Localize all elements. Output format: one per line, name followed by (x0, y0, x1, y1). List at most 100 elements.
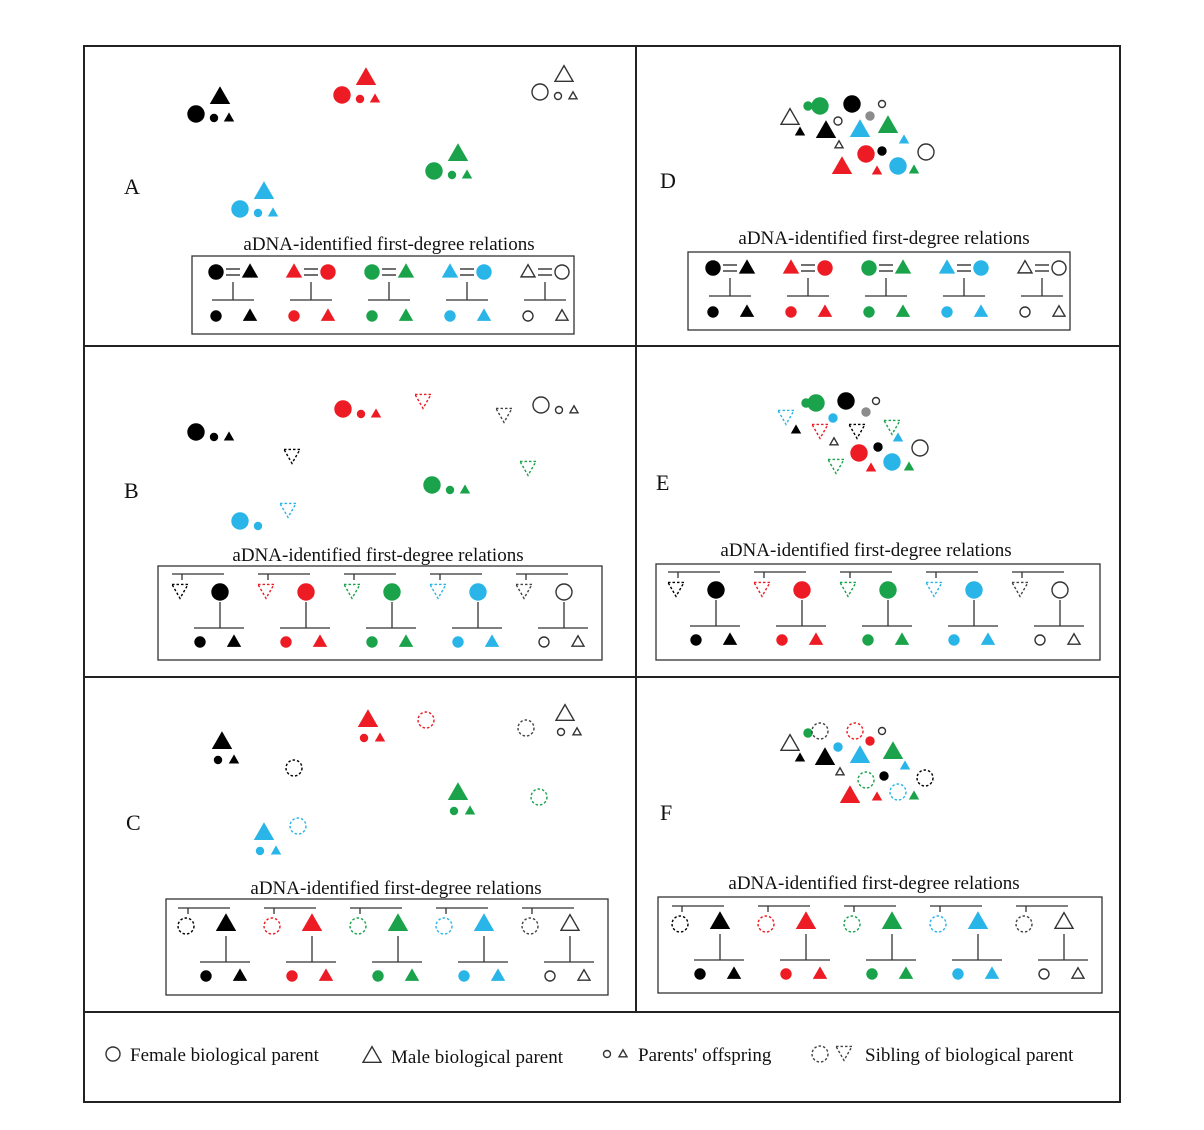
cluster-d-open-0 (779, 107, 801, 125)
cluster-a-red-daughter (355, 94, 365, 104)
cluster-e-blue-5 (828, 413, 838, 423)
ped-f-open-sibling (1015, 915, 1033, 933)
cluster-f-black-15 (916, 769, 934, 787)
cluster-a-green-father (447, 143, 469, 161)
cluster-c-open-father (554, 703, 576, 721)
cluster-d-red-17 (871, 165, 883, 175)
cluster-c-green-daughter (449, 806, 459, 816)
cluster-f-blue-9 (849, 745, 871, 763)
cluster-a-green-daughter (447, 170, 457, 180)
relations-title-b: aDNA-identified first-degree relations (232, 545, 523, 566)
cluster-c-black-son (228, 754, 240, 764)
cluster-d-black-14 (877, 146, 887, 156)
ped-a-green-father (397, 263, 415, 278)
cluster-a-black-daughter (209, 113, 219, 123)
cluster-e-red-8 (810, 423, 830, 440)
cluster-e-black-4 (837, 392, 855, 410)
cluster-a-black-father (209, 86, 231, 104)
cluster-c-red-daughter (359, 733, 369, 743)
cluster-c-blue-son (270, 845, 282, 855)
cluster-f-green-19 (908, 790, 920, 800)
cluster-a-open-mother (531, 83, 549, 101)
ped-c-red-daughter (286, 970, 298, 982)
ped-b-black-daughter (194, 636, 206, 648)
ped-b-open-son (570, 634, 586, 647)
ped-e-green-daughter (862, 634, 874, 646)
legend-offspring-triangle-icon (617, 1048, 629, 1058)
legend-sibling-label: Sibling of biological parent (865, 1045, 1074, 1066)
cluster-a-blue-son (267, 207, 279, 217)
ped-d-blue-father (938, 259, 956, 274)
relations-box-e (655, 563, 1101, 661)
cluster-c-black-father (211, 731, 233, 749)
ped-a-green-son (398, 308, 414, 321)
ped-f-green-sibling (843, 915, 861, 933)
ped-b-open-daughter (538, 636, 550, 648)
legend-sibling-circle-icon (811, 1045, 829, 1063)
cluster-f-green-1 (803, 728, 813, 738)
cluster-b-blue-mother (231, 512, 249, 530)
ped-a-black-father (241, 263, 259, 278)
cluster-a-open-son (567, 90, 579, 100)
cluster-c-blue-father (253, 822, 275, 840)
ped-b-open-parent (555, 583, 573, 601)
ped-a-open-daughter (522, 310, 534, 322)
ped-d-blue-son (973, 304, 989, 317)
cluster-a-blue-daughter (253, 208, 263, 218)
ped-f-blue-daughter (952, 968, 964, 980)
ped-f-green-daughter (866, 968, 878, 980)
cluster-b-green-sibling (518, 460, 538, 477)
cluster-f-open-0 (779, 733, 801, 751)
cluster-b-open-sibling (494, 407, 514, 424)
cluster-f-red-6 (865, 736, 875, 746)
ped-e-blue-sibling (924, 581, 944, 598)
ped-e-open-sibling (1010, 581, 1030, 598)
cluster-f-blue-18 (889, 783, 907, 801)
ped-a-black-mother (208, 264, 224, 280)
ped-d-green-father (894, 259, 912, 274)
ped-e-black-son (722, 632, 738, 645)
ped-d-green-son (895, 304, 911, 317)
relations-title-a: aDNA-identified first-degree relations (243, 234, 534, 255)
relations-title-e: aDNA-identified first-degree relations (720, 540, 1011, 561)
ped-c-open-daughter (544, 970, 556, 982)
ped-b-red-son (312, 634, 328, 647)
ped-b-blue-sibling (428, 583, 448, 600)
ped-e-red-daughter (776, 634, 788, 646)
ped-b-open-sibling (514, 583, 534, 600)
ped-e-blue-parent (965, 581, 983, 599)
panel-label-d: D (660, 168, 676, 193)
ped-d-open-daughter (1019, 306, 1031, 318)
panel-label-f: F (660, 800, 672, 825)
panel-label-c: C (126, 810, 141, 835)
symbols-layer (105, 64, 1088, 1063)
cluster-d-green-1 (803, 101, 813, 111)
cluster-a-red-father (355, 67, 377, 85)
relations-box-f (657, 896, 1103, 994)
ped-c-open-son (576, 968, 592, 981)
cluster-f-black-14 (879, 771, 889, 781)
cluster-f-open-11 (834, 766, 846, 776)
cluster-b-red-mother (334, 400, 352, 418)
relations-box-d (687, 251, 1071, 331)
ped-f-green-parent (881, 911, 903, 929)
ped-a-blue-daughter (444, 310, 456, 322)
ped-b-green-daughter (366, 636, 378, 648)
cluster-a-blue-father (253, 181, 275, 199)
panel-label-e: E (656, 470, 669, 495)
cluster-a-blue-mother (231, 200, 249, 218)
ped-b-red-parent (297, 583, 315, 601)
ped-f-black-sibling (671, 915, 689, 933)
cluster-f-open-2 (811, 722, 829, 740)
ped-e-blue-son (980, 632, 996, 645)
cluster-b-blue-sibling (278, 502, 298, 519)
cluster-d-blue-18 (889, 157, 907, 175)
ped-b-green-sibling (342, 583, 362, 600)
ped-e-green-sibling (838, 581, 858, 598)
cluster-f-red-17 (871, 791, 883, 801)
ped-d-black-daughter (707, 306, 719, 318)
cluster-e-black-3 (790, 424, 802, 434)
cluster-d-blue-9 (849, 119, 871, 137)
cluster-f-green-10 (882, 741, 904, 759)
cluster-d-black-4 (843, 95, 861, 113)
